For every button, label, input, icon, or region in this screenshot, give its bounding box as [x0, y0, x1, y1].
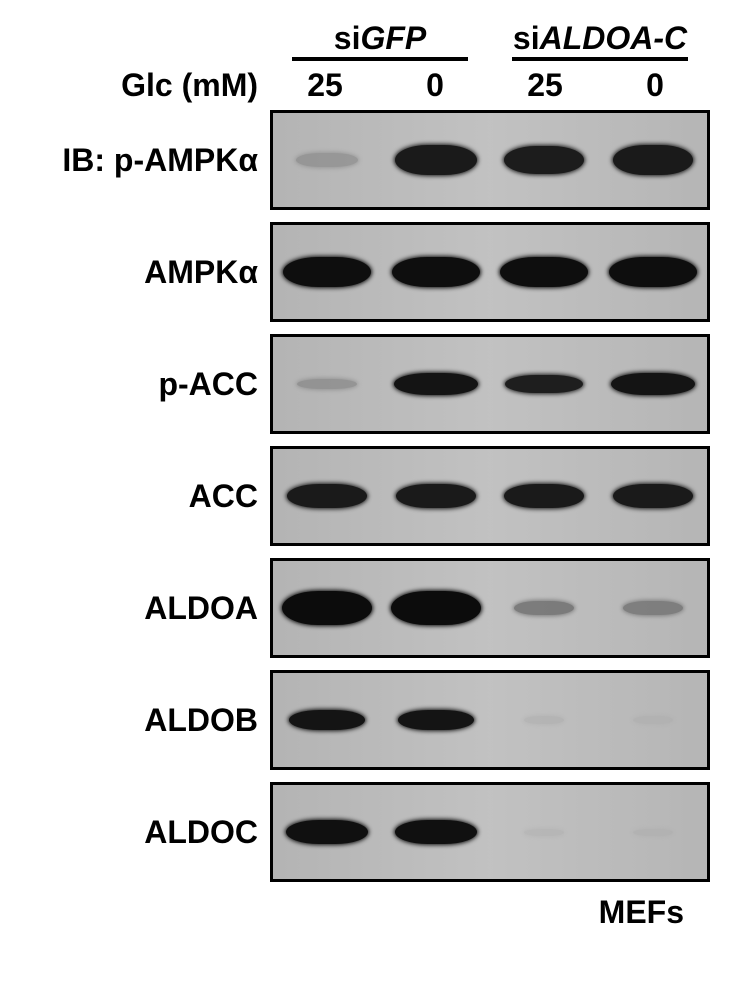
glc-values: 250250 [270, 67, 710, 104]
glc-label: Glc (mM) [20, 67, 270, 104]
lane-3 [599, 673, 708, 767]
lane-3 [599, 113, 708, 207]
lane-1 [382, 673, 491, 767]
lane-0 [273, 673, 382, 767]
lane-1 [382, 785, 491, 879]
band [524, 829, 564, 836]
band [282, 591, 372, 625]
treatment-group-0: siGFP [270, 20, 490, 57]
treatment-header: siGFPsiALDOA-C [20, 20, 714, 57]
band [613, 484, 693, 508]
row-label: ALDOA [20, 590, 270, 627]
row-label: p-ACC [20, 366, 270, 403]
lane-0 [273, 561, 382, 655]
lane-2 [490, 561, 599, 655]
band [391, 591, 481, 625]
glc-header-row: Glc (mM) 250250 [20, 67, 714, 104]
lane-2 [490, 449, 599, 543]
treatment-groups: siGFPsiALDOA-C [270, 20, 710, 57]
band [504, 146, 584, 174]
lane-0 [273, 225, 382, 319]
blot-membrane [270, 558, 710, 658]
band [524, 716, 564, 724]
lane-0 [273, 337, 382, 431]
lane-2 [490, 113, 599, 207]
row-label: ALDOB [20, 702, 270, 739]
western-blot-figure: siGFPsiALDOA-C Glc (mM) 250250 IB: p-AMP… [20, 20, 714, 931]
band [611, 373, 695, 395]
band [287, 484, 367, 508]
band [398, 710, 474, 730]
band [297, 379, 357, 389]
band [289, 710, 365, 730]
band [286, 820, 368, 844]
blot-membrane [270, 222, 710, 322]
blot-row-4: ALDOA [20, 558, 714, 658]
band [633, 829, 673, 836]
lane-1 [382, 113, 491, 207]
band [392, 257, 480, 287]
band [395, 145, 477, 175]
blot-membrane [270, 670, 710, 770]
glc-value-0: 25 [270, 67, 380, 104]
glc-value-3: 0 [600, 67, 710, 104]
band [609, 257, 697, 287]
band [396, 484, 476, 508]
blot-row-5: ALDOB [20, 670, 714, 770]
lane-0 [273, 785, 382, 879]
blot-membrane [270, 334, 710, 434]
blot-row-6: ALDOC [20, 782, 714, 882]
lane-2 [490, 673, 599, 767]
band [613, 145, 693, 175]
lane-2 [490, 225, 599, 319]
row-label: ALDOC [20, 814, 270, 851]
lane-1 [382, 561, 491, 655]
band [395, 820, 477, 844]
row-label: IB: p-AMPKα [20, 142, 270, 179]
band [296, 153, 358, 167]
lane-3 [599, 561, 708, 655]
glc-value-1: 0 [380, 67, 490, 104]
blot-row-3: ACC [20, 446, 714, 546]
lane-2 [490, 337, 599, 431]
lane-0 [273, 113, 382, 207]
band [505, 375, 583, 393]
lane-0 [273, 449, 382, 543]
lane-3 [599, 785, 708, 879]
row-label: AMPKα [20, 254, 270, 291]
lane-2 [490, 785, 599, 879]
row-label: ACC [20, 478, 270, 515]
band [514, 601, 574, 615]
lane-1 [382, 337, 491, 431]
blot-membrane [270, 110, 710, 210]
blot-row-2: p-ACC [20, 334, 714, 434]
lane-3 [599, 337, 708, 431]
band [394, 373, 478, 395]
lane-3 [599, 449, 708, 543]
treatment-group-1: siALDOA-C [490, 20, 710, 57]
blot-membrane [270, 446, 710, 546]
band [504, 484, 584, 508]
band [500, 257, 588, 287]
band [623, 601, 683, 615]
blot-row-1: AMPKα [20, 222, 714, 322]
lane-1 [382, 449, 491, 543]
lane-1 [382, 225, 491, 319]
blot-membrane [270, 782, 710, 882]
lane-3 [599, 225, 708, 319]
cell-type-label: MEFs [20, 894, 684, 931]
blot-row-0: IB: p-AMPKα [20, 110, 714, 210]
band [283, 257, 371, 287]
glc-value-2: 25 [490, 67, 600, 104]
band [633, 716, 673, 724]
